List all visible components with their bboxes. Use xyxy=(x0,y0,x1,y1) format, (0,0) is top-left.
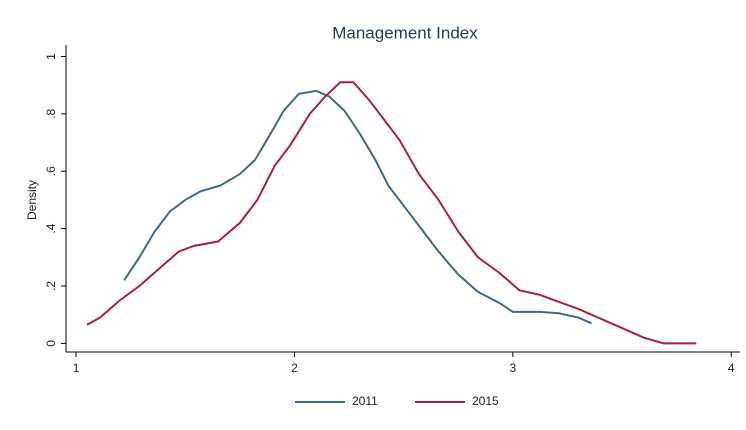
y-tick-label: 0 xyxy=(44,340,58,347)
y-tick-label: 1 xyxy=(44,53,58,60)
x-tick-label: 4 xyxy=(728,361,735,375)
line-series xyxy=(86,81,697,345)
x-tick-label: 1 xyxy=(73,361,80,375)
y-tick-label: .2 xyxy=(44,281,58,291)
line-series xyxy=(123,89,592,325)
legend-label: 2015 xyxy=(472,394,499,408)
x-tick-label: 2 xyxy=(291,361,298,375)
y-tick-label: .4 xyxy=(44,223,58,233)
x-tick-label: 3 xyxy=(510,361,517,375)
y-tick-label: .8 xyxy=(44,109,58,119)
y-axis-label: Density xyxy=(25,180,39,220)
y-tick-label: .6 xyxy=(44,166,58,176)
chart-title: Management Index xyxy=(332,23,478,42)
legend-label: 2011 xyxy=(352,394,378,408)
